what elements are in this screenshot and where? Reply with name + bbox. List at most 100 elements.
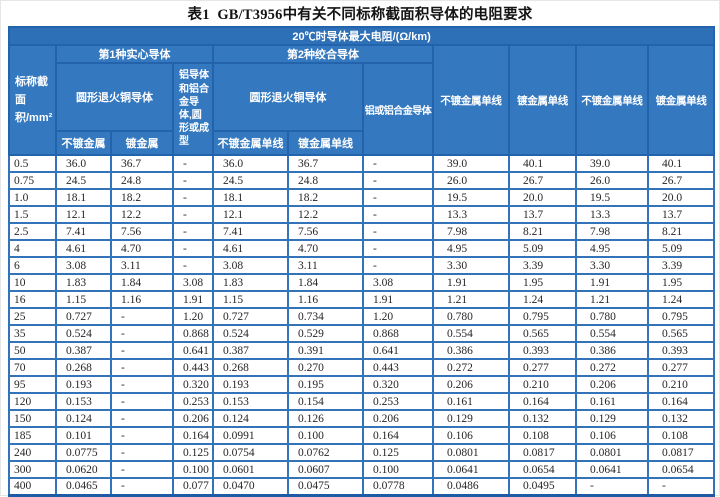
value-cell: 0.443 [172, 358, 214, 377]
area-cell: 50 [8, 341, 57, 360]
value-cell: 0.0465 [55, 477, 112, 496]
value-cell: - [110, 324, 174, 343]
value-cell: - [172, 205, 214, 224]
value-cell: 1.20 [172, 307, 214, 326]
header-max-resistance-20c: 20℃时导体最大电阻/(Ω/km) [7, 26, 716, 46]
value-cell: 5.09 [508, 239, 577, 258]
value-cell: - [575, 477, 649, 496]
value-cell: 3.11 [110, 256, 174, 275]
area-cell: 150 [8, 409, 57, 428]
value-cell: 0.161 [575, 392, 649, 411]
value-cell: 1.91 [575, 273, 649, 292]
value-cell: 0.0801 [575, 443, 649, 462]
table-row: 150 0.124-0.206 0.124 0.126 0.206 0.129 0.132 0… [8, 409, 716, 428]
value-cell: 0.0762 [287, 443, 364, 462]
header-annealed-copper-2: 圆形退火铜导体 [212, 62, 364, 132]
value-cell: 0.153 [55, 392, 112, 411]
value-cell: 13.7 [508, 205, 577, 224]
value-cell: 18.2 [287, 188, 364, 207]
value-cell: - [362, 154, 434, 173]
area-cell: 240 [8, 443, 57, 462]
value-cell: 12.2 [287, 205, 364, 224]
value-cell: 0.727 [212, 307, 289, 326]
value-cell: 0.164 [646, 392, 716, 411]
value-cell: - [172, 171, 214, 190]
header-annealed-copper-1: 圆形退火铜导体 [55, 62, 174, 132]
value-cell: 20.0 [508, 188, 577, 207]
value-cell: 0.320 [362, 375, 434, 394]
value-cell: 0.320 [172, 375, 214, 394]
value-cell: 0.206 [575, 375, 649, 394]
header-plated-metal-single: 镀金属单线 [287, 130, 364, 156]
table-row: 0.5 36.0 36.7-36.0 36.7-39.0 40.1 39.0 40.1 [8, 154, 716, 173]
value-cell: 40.1 [646, 154, 716, 173]
value-cell: 0.795 [646, 307, 716, 326]
value-cell: 0.106 [575, 426, 649, 445]
value-cell: 0.100 [172, 460, 214, 479]
area-cell: 1.5 [8, 205, 57, 224]
table-row: 35 0.524-0.868 0.524 0.529 0.868 0.554 0.565 0.… [8, 324, 716, 343]
table-row: 70 0.268-0.443 0.268 0.270 0.443 0.272 0.277 0.… [8, 358, 716, 377]
value-cell: - [110, 307, 174, 326]
value-cell: 7.98 [575, 222, 649, 241]
value-cell: 1.21 [432, 290, 510, 309]
area-cell: 25 [8, 307, 57, 326]
value-cell: 3.08 [55, 256, 112, 275]
value-cell: 4.95 [575, 239, 649, 258]
value-cell: 36.7 [110, 154, 174, 173]
value-cell: 0.272 [575, 358, 649, 377]
value-cell: 40.1 [508, 154, 577, 173]
value-cell: 3.39 [508, 256, 577, 275]
value-cell: 1.95 [646, 273, 716, 292]
value-cell: 0.164 [362, 426, 434, 445]
header-unplated-single-wire-a: 不镀金属单线 [432, 44, 510, 156]
value-cell: 0.108 [646, 426, 716, 445]
page-title: 表1 GB/T3956中有关不同标称截面积导体的电阻要求 [187, 7, 533, 23]
value-cell: 0.565 [646, 324, 716, 343]
value-cell: 0.0607 [287, 460, 364, 479]
table-row: 2.5 7.41 7.56-7.41 7.56-7.98 8.21 7.98 8.21 [8, 222, 716, 241]
value-cell: 0.0495 [508, 477, 577, 496]
header-nominal-cross-section: 标称截面积/mm² [8, 44, 57, 156]
value-cell: 1.15 [212, 290, 289, 309]
value-cell: 0.524 [55, 324, 112, 343]
value-cell: 26.0 [575, 171, 649, 190]
value-cell: 26.7 [508, 171, 577, 190]
value-cell: 13.7 [646, 205, 716, 224]
value-cell: 1.15 [55, 290, 112, 309]
value-cell: 8.21 [508, 222, 577, 241]
value-cell: 0.100 [287, 426, 364, 445]
area-cell: 1.0 [8, 188, 57, 207]
value-cell: 0.393 [508, 341, 577, 360]
value-cell: - [362, 256, 434, 275]
value-cell: - [110, 358, 174, 377]
table-row: 1.0 18.1 18.2-18.1 18.2-19.5 20.0 19.5 20.0 [8, 188, 716, 207]
value-cell: 7.41 [55, 222, 112, 241]
value-cell: 39.0 [575, 154, 649, 173]
value-cell: 0.106 [432, 426, 510, 445]
value-cell: 3.30 [575, 256, 649, 275]
value-cell: 36.0 [55, 154, 112, 173]
value-cell: 36.7 [287, 154, 364, 173]
value-cell: 0.124 [55, 409, 112, 428]
value-cell: 0.126 [287, 409, 364, 428]
value-cell: 1.16 [110, 290, 174, 309]
area-cell: 35 [8, 324, 57, 343]
value-cell: 0.125 [362, 443, 434, 462]
table-row: 25 0.727-1.20 0.727 0.734 1.20 0.780 0.795 0.78… [8, 307, 716, 326]
value-cell: 0.0801 [432, 443, 510, 462]
header-plated-single-wire-b: 镀金属单线 [646, 44, 716, 156]
area-cell: 185 [8, 426, 57, 445]
area-cell: 16 [8, 290, 57, 309]
value-cell: 0.277 [508, 358, 577, 377]
value-cell: - [172, 188, 214, 207]
table-row: 10 1.83 1.84 3.08 1.83 1.84 3.08 1.91 1.95 1.91 1.… [8, 273, 716, 292]
table-row: 120 0.153-0.253 0.153 0.154 0.253 0.161 0.164 0… [8, 392, 716, 411]
value-cell: 0.386 [432, 341, 510, 360]
value-cell: 0.253 [172, 392, 214, 411]
value-cell: 0.391 [287, 341, 364, 360]
value-cell: 3.08 [362, 273, 434, 292]
area-cell: 6 [8, 256, 57, 275]
value-cell: 0.206 [362, 409, 434, 428]
table-row: 185 0.101-0.164 0.0991 0.100 0.164 0.106 0.108… [8, 426, 716, 445]
